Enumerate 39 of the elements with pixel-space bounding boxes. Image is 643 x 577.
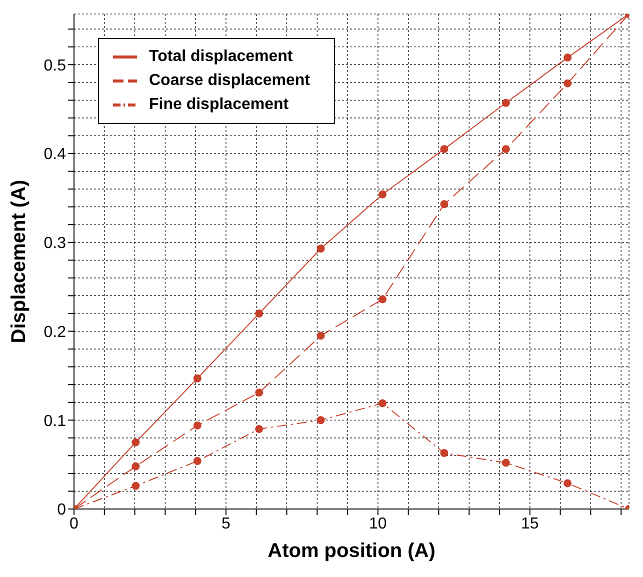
point bbox=[378, 399, 386, 408]
y-tick-label: 0 bbox=[57, 502, 66, 519]
x-tick-label: 5 bbox=[222, 515, 231, 532]
point bbox=[440, 449, 448, 458]
point bbox=[378, 190, 386, 198]
point bbox=[502, 458, 510, 467]
y-tick-label: 0.2 bbox=[44, 324, 66, 341]
point bbox=[564, 54, 572, 62]
point bbox=[316, 332, 325, 340]
point bbox=[193, 421, 202, 430]
point bbox=[564, 79, 572, 88]
point bbox=[502, 145, 510, 154]
y-axis-title: Displacement (A) bbox=[8, 180, 30, 344]
point bbox=[132, 462, 140, 470]
point bbox=[502, 98, 510, 107]
point bbox=[132, 482, 140, 490]
point bbox=[255, 388, 264, 397]
point bbox=[255, 309, 264, 318]
legend-label: Total displacement bbox=[149, 48, 293, 66]
point bbox=[193, 374, 202, 382]
legend-label: Coarse displacement bbox=[149, 72, 310, 90]
legend-label: Fine displacement bbox=[149, 96, 289, 114]
point bbox=[440, 200, 448, 208]
point bbox=[564, 479, 572, 488]
y-tick-label: 0.5 bbox=[44, 57, 66, 74]
point bbox=[316, 416, 325, 424]
point bbox=[255, 425, 264, 434]
x-tick-label: 0 bbox=[70, 515, 79, 532]
point bbox=[440, 145, 448, 154]
y-tick-label: 0.4 bbox=[44, 146, 66, 164]
x-tick-label: 15 bbox=[521, 515, 539, 532]
x-axis-title: Atom position (A) bbox=[268, 540, 436, 562]
point bbox=[132, 438, 140, 446]
y-tick-label: 0.1 bbox=[44, 412, 66, 430]
point bbox=[378, 295, 386, 304]
point bbox=[193, 457, 202, 466]
y-tick-label: 0.3 bbox=[44, 235, 66, 252]
point bbox=[316, 244, 325, 253]
x-tick-label: 10 bbox=[369, 515, 387, 532]
